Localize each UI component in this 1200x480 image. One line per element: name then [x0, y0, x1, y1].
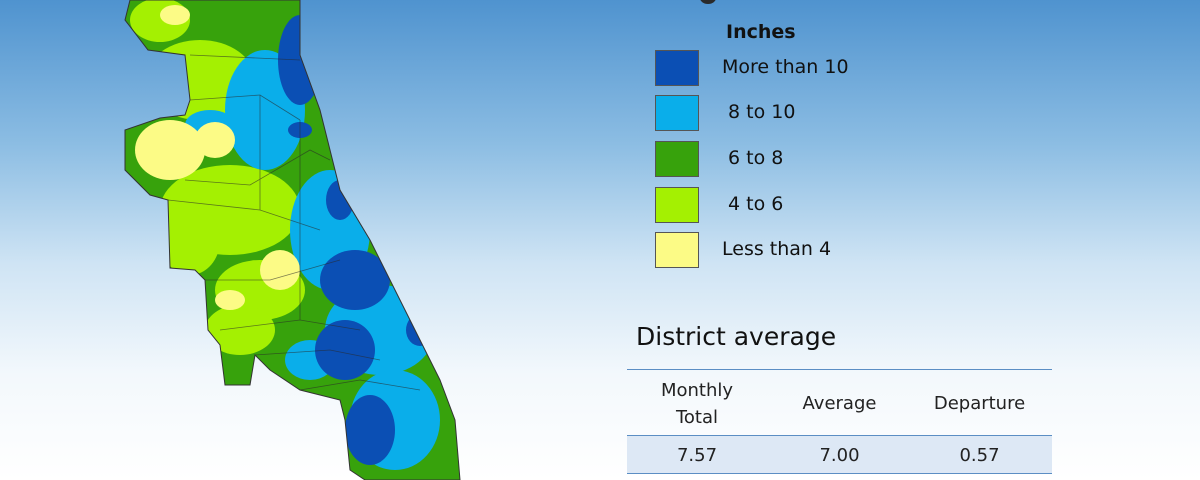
legend-label: Less than 4	[722, 238, 832, 260]
table-top-rule	[627, 369, 1052, 370]
header-monthly-total-line2: Total	[675, 407, 719, 428]
legend-title: Inches	[726, 21, 796, 43]
legend-label: More than 10	[722, 56, 849, 78]
cell-departure: 0.57	[959, 445, 1000, 466]
table-header-rule	[627, 435, 1052, 436]
legend-swatch	[655, 95, 699, 131]
rainfall-map	[124, 0, 461, 480]
header-average: Average	[802, 393, 877, 414]
legend-item: 6 to 8	[655, 141, 915, 179]
header-departure: Departure	[933, 393, 1026, 414]
county-boundaries	[167, 54, 421, 391]
cell-average: 7.00	[819, 445, 860, 466]
legend-swatch	[655, 232, 699, 268]
legend-swatch	[655, 50, 699, 86]
legend-item: 4 to 6	[655, 187, 915, 225]
heading-fragment	[700, 0, 716, 4]
legend-item: More than 10	[655, 50, 915, 88]
table-row-background	[627, 436, 1052, 473]
legend-label: 6 to 8	[722, 147, 784, 169]
header-monthly-total: Monthly Total	[642, 377, 752, 431]
district-outline	[124, 0, 461, 480]
legend-swatch	[655, 141, 699, 177]
district-region	[125, 0, 460, 480]
legend-item: Less than 4	[655, 232, 915, 270]
header-monthly-total-line1: Monthly	[660, 380, 734, 401]
cell-monthly-total: 7.57	[676, 445, 718, 466]
legend-label: 8 to 10	[722, 101, 796, 123]
district-average-title: District average	[636, 322, 837, 351]
legend-label: 4 to 6	[722, 193, 784, 215]
table-bottom-rule	[627, 473, 1052, 474]
legend-swatch	[655, 187, 699, 223]
legend-item: 8 to 10	[655, 95, 915, 133]
